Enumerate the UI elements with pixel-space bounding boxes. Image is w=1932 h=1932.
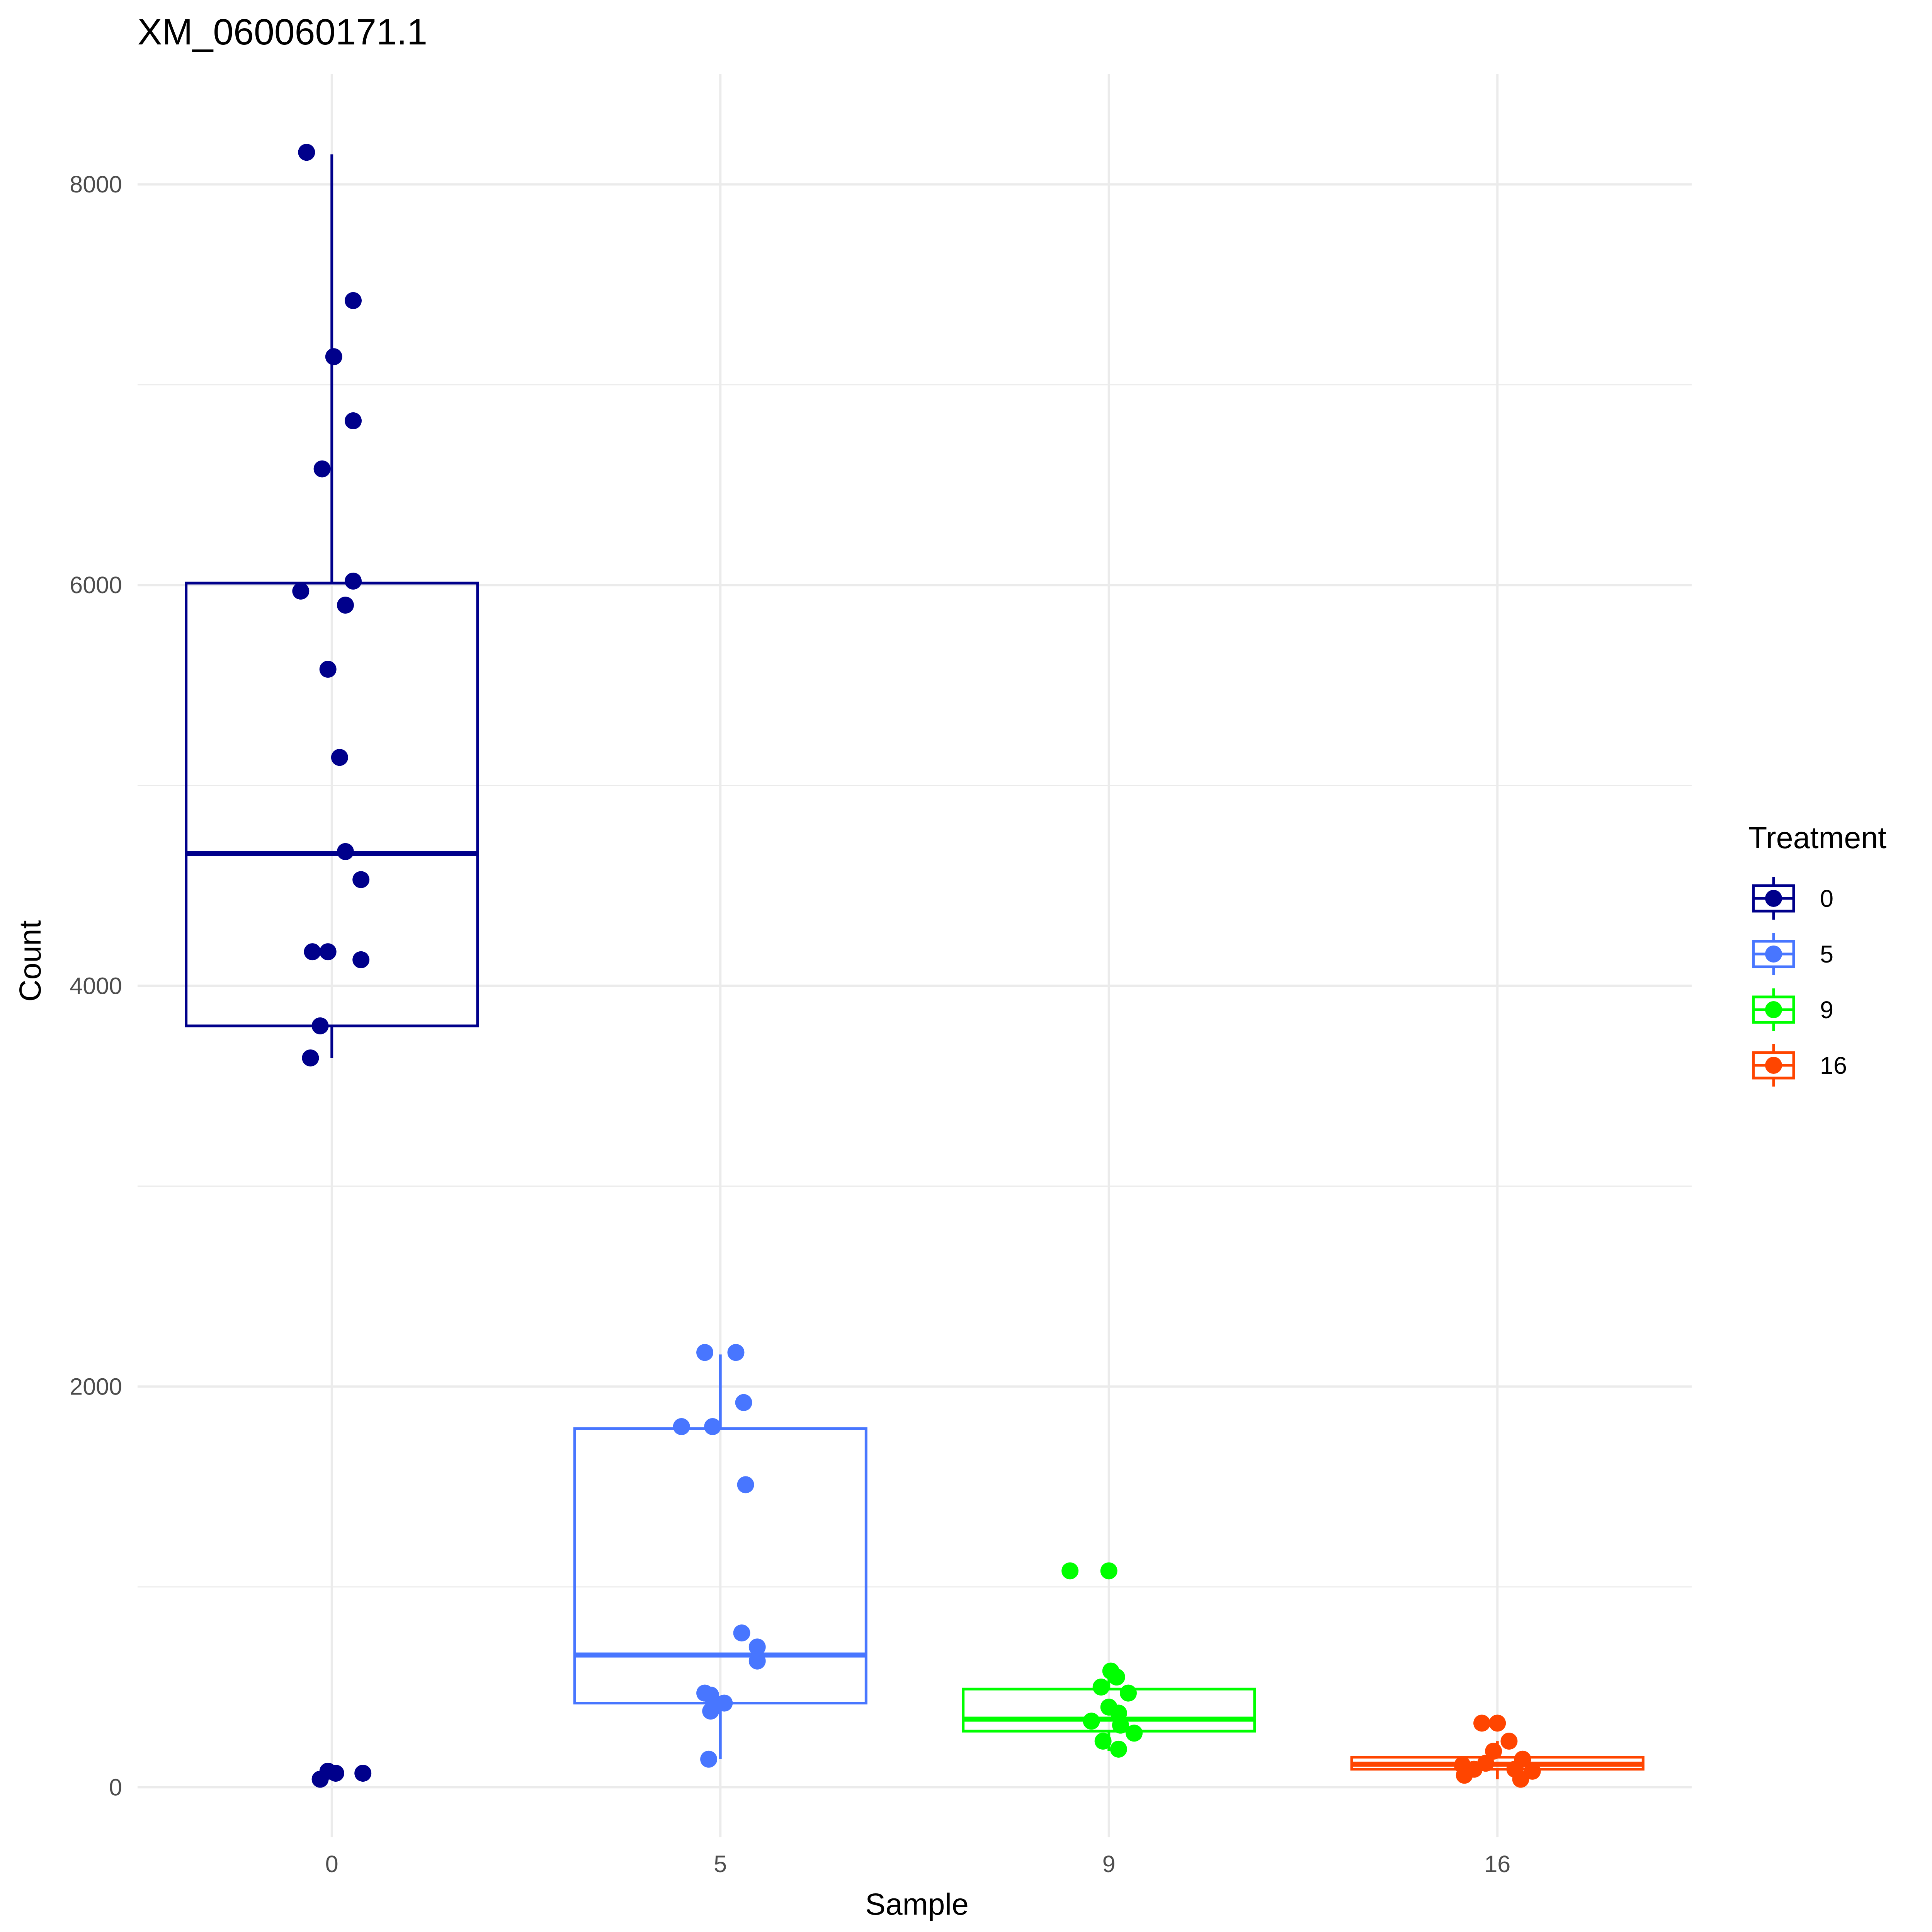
legend-point — [1765, 1057, 1782, 1074]
y-tick-labels: 0 2000 4000 6000 8000 — [70, 171, 122, 1800]
point-0 — [327, 1765, 344, 1782]
legend-label: 5 — [1820, 941, 1833, 968]
point-0 — [331, 749, 348, 766]
point-0 — [352, 871, 370, 888]
point-9 — [1110, 1740, 1127, 1758]
grid — [138, 74, 1692, 1837]
legend-key-5: 5 — [1752, 933, 1833, 975]
x-tick-labels: 0 5 9 16 — [325, 1851, 1510, 1877]
point-0 — [345, 412, 362, 430]
point-0 — [302, 1049, 319, 1066]
point-9 — [1112, 1716, 1129, 1734]
legend-point — [1765, 890, 1782, 907]
point-0 — [345, 572, 362, 590]
legend-point — [1765, 946, 1782, 963]
point-16 — [1473, 1714, 1491, 1732]
point-0 — [352, 951, 370, 968]
point-5 — [716, 1694, 733, 1712]
legend-keys: 0 5 9 16 — [1752, 877, 1847, 1087]
chart-title: XM_060060171.1 — [138, 12, 427, 53]
point-16 — [1500, 1733, 1518, 1750]
point-0 — [319, 943, 337, 961]
point-9 — [1094, 1733, 1112, 1750]
point-5 — [696, 1344, 714, 1361]
legend-title: Treatment — [1748, 820, 1886, 855]
legend-label: 0 — [1820, 885, 1833, 912]
point-0 — [311, 1770, 329, 1788]
y-tick-label: 8000 — [70, 171, 122, 197]
legend-key-9: 9 — [1752, 988, 1833, 1031]
point-16 — [1489, 1714, 1506, 1732]
y-tick-label: 0 — [109, 1774, 122, 1800]
point-16 — [1456, 1767, 1473, 1784]
point-16 — [1512, 1770, 1529, 1788]
point-5 — [748, 1638, 766, 1656]
point-5 — [702, 1702, 719, 1720]
data-points — [292, 144, 1541, 1788]
point-5 — [735, 1394, 752, 1411]
point-5 — [727, 1344, 745, 1361]
x-tick-label: 9 — [1102, 1851, 1116, 1877]
point-0 — [345, 292, 362, 309]
x-tick-label: 16 — [1484, 1851, 1510, 1877]
x-tick-label: 5 — [714, 1851, 727, 1877]
point-9 — [1120, 1684, 1137, 1702]
y-axis-title: Count — [13, 920, 47, 1002]
point-0 — [319, 661, 337, 678]
point-5 — [704, 1418, 721, 1435]
point-9 — [1061, 1562, 1079, 1580]
point-0 — [304, 943, 321, 961]
point-5 — [700, 1750, 718, 1768]
point-0 — [298, 144, 315, 161]
x-axis-title: Sample — [865, 1887, 969, 1921]
point-9 — [1100, 1562, 1117, 1580]
point-0 — [325, 348, 342, 366]
point-0 — [313, 460, 331, 478]
legend-label: 16 — [1820, 1052, 1847, 1079]
y-tick-label: 6000 — [70, 572, 122, 598]
legend-point — [1765, 1001, 1782, 1018]
x-tick-label: 0 — [325, 1851, 338, 1877]
point-5 — [748, 1652, 766, 1670]
point-0 — [337, 597, 354, 614]
legend: Treatment 0 5 9 16 — [1748, 820, 1886, 1087]
point-16 — [1485, 1743, 1502, 1760]
legend-key-16: 16 — [1752, 1044, 1847, 1087]
boxplots — [185, 154, 1645, 1779]
point-0 — [311, 1017, 329, 1034]
legend-label: 9 — [1820, 997, 1833, 1024]
point-5 — [702, 1686, 719, 1704]
y-tick-label: 2000 — [70, 1373, 122, 1400]
point-0 — [354, 1765, 372, 1782]
point-5 — [733, 1624, 750, 1642]
point-0 — [337, 843, 354, 860]
point-9 — [1083, 1713, 1100, 1730]
y-tick-label: 4000 — [70, 973, 122, 999]
boxplot-0 — [185, 154, 479, 1058]
box — [185, 582, 479, 1027]
point-9 — [1092, 1679, 1110, 1696]
point-0 — [292, 582, 310, 600]
point-9 — [1126, 1725, 1143, 1742]
point-9 — [1108, 1668, 1125, 1686]
point-5 — [673, 1418, 690, 1435]
legend-key-0: 0 — [1752, 877, 1833, 920]
point-5 — [737, 1476, 754, 1493]
